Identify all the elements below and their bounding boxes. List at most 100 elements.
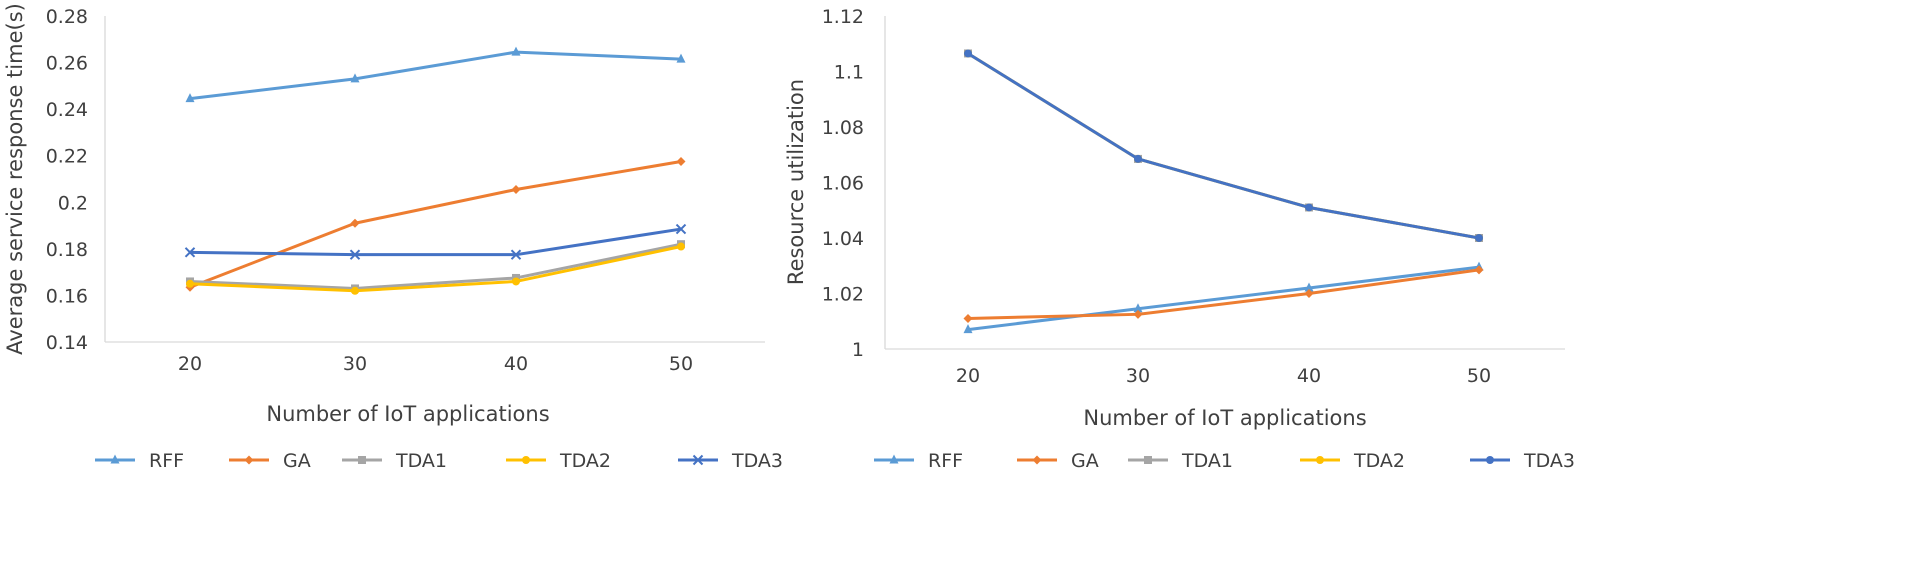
legend-label: TDA1 — [395, 450, 447, 472]
data-point — [676, 157, 686, 167]
series-tda3 — [184, 223, 687, 260]
data-point — [350, 218, 360, 228]
x-axis-title: Number of IoT applications — [1083, 406, 1366, 430]
x-axis-title: Number of IoT applications — [266, 402, 549, 426]
legend-label: TDA2 — [559, 450, 611, 472]
series-line — [188, 242, 683, 290]
data-point — [511, 46, 521, 56]
series-ga — [185, 157, 686, 292]
data-point — [186, 279, 194, 288]
series-line — [966, 51, 1481, 240]
data-point — [963, 324, 973, 334]
y-tick-label: 0.14 — [46, 332, 88, 354]
data-point — [1304, 282, 1314, 292]
y-tick-label: 1.02 — [822, 284, 864, 306]
legend-swatch-marker — [358, 456, 366, 464]
data-point — [1305, 203, 1313, 212]
y-tick-label: 0.28 — [46, 6, 88, 28]
y-tick-label: 0.2 — [58, 192, 88, 214]
y-tick-label: 0.24 — [46, 99, 88, 121]
legend-item-tda3: TDA3 — [1470, 450, 1575, 472]
legend-label: RFF — [928, 450, 963, 472]
series-line — [188, 227, 683, 257]
data-point — [1133, 309, 1143, 319]
x-tick-label: 40 — [1297, 365, 1321, 387]
y-tick-label: 0.22 — [46, 146, 88, 168]
y-tick-label: 1.04 — [822, 228, 864, 250]
legend-label: RFF — [149, 450, 184, 472]
series-line — [188, 160, 683, 289]
series-tda1 — [964, 49, 1483, 242]
legend-item-ga: GA — [229, 450, 311, 472]
series-rff — [963, 261, 1484, 334]
chart-panel-2: 1 1.02 1.04 1.06 1.08 1.1 1.12 20 30 40 50 Number o… — [784, 6, 1575, 472]
legend-label: TDA3 — [1523, 450, 1575, 472]
y-axis-title: Average service response time(s) — [3, 3, 27, 355]
data-point — [1133, 303, 1143, 313]
legend-item-ga: GA — [1017, 450, 1099, 472]
data-point — [185, 93, 195, 103]
x-tick-label: 40 — [504, 353, 528, 375]
data-point — [510, 249, 522, 260]
x-tick-label: 50 — [669, 353, 693, 375]
series-line — [188, 245, 683, 293]
data-point — [512, 277, 520, 286]
legend: RFF GA TDA1 TDA2 TDA3 — [95, 450, 783, 472]
data-point — [511, 184, 521, 194]
data-point — [350, 73, 360, 83]
series-line — [966, 265, 1481, 332]
legend: RFF GA TDA1 TDA2 TDA3 — [874, 450, 1575, 472]
data-point — [963, 313, 973, 323]
y-tick-label: 0.16 — [46, 285, 88, 307]
legend-swatch-marker — [1032, 455, 1042, 465]
series-line — [966, 268, 1481, 320]
legend-item-tda1: TDA1 — [342, 450, 447, 472]
legend-swatch-marker — [110, 454, 120, 464]
series-line — [966, 51, 1481, 240]
series-line — [966, 51, 1481, 240]
x-tick-label: 30 — [343, 353, 367, 375]
legend-swatch-marker — [1486, 456, 1494, 464]
y-tick-label: 1 — [852, 339, 864, 361]
x-tick-label: 20 — [956, 365, 980, 387]
legend-swatch-marker — [889, 454, 899, 464]
data-point — [1475, 234, 1483, 242]
x-tick-label: 50 — [1467, 365, 1491, 387]
legend-item-rff: RFF — [874, 450, 963, 472]
legend-label: TDA2 — [1353, 450, 1405, 472]
legend-label: GA — [1071, 450, 1099, 472]
legend-swatch-marker — [1144, 456, 1152, 464]
legend-item-tda2: TDA2 — [1300, 450, 1405, 472]
data-point — [349, 249, 361, 260]
series-tda1 — [186, 240, 685, 293]
legend-swatch-marker — [244, 455, 254, 465]
legend-label: TDA3 — [731, 450, 783, 472]
legend-item-rff: RFF — [95, 450, 184, 472]
series-tda3 — [964, 49, 1483, 242]
data-point — [351, 286, 359, 295]
y-tick-label: 1.12 — [822, 6, 864, 28]
series-rff — [185, 46, 686, 103]
y-tick-label: 1.1 — [834, 62, 864, 84]
y-tick-label: 1.06 — [822, 173, 864, 195]
y-axis-title: Resource utilization — [784, 79, 808, 285]
chart-panel-1: 0.14 0.16 0.18 0.2 0.22 0.24 0.26 0.28 20 30 40 50 N… — [3, 3, 783, 472]
x-tick-label: 30 — [1126, 365, 1150, 387]
legend-item-tda1: TDA1 — [1128, 450, 1233, 472]
data-point — [676, 53, 686, 63]
legend-swatch-marker — [1316, 456, 1324, 464]
data-point — [1304, 289, 1314, 298]
data-point — [1134, 154, 1142, 163]
y-tick-label: 1.08 — [822, 117, 864, 139]
data-point — [184, 247, 196, 258]
legend-swatch-marker — [692, 454, 704, 466]
data-point — [675, 223, 687, 235]
series-tda2 — [964, 49, 1483, 242]
data-point — [1474, 265, 1484, 275]
legend-label: GA — [283, 450, 311, 472]
legend-label: TDA1 — [1181, 450, 1233, 472]
legend-item-tda2: TDA2 — [506, 450, 611, 472]
y-tick-label: 0.18 — [46, 239, 88, 261]
y-tick-label: 0.26 — [46, 53, 88, 75]
